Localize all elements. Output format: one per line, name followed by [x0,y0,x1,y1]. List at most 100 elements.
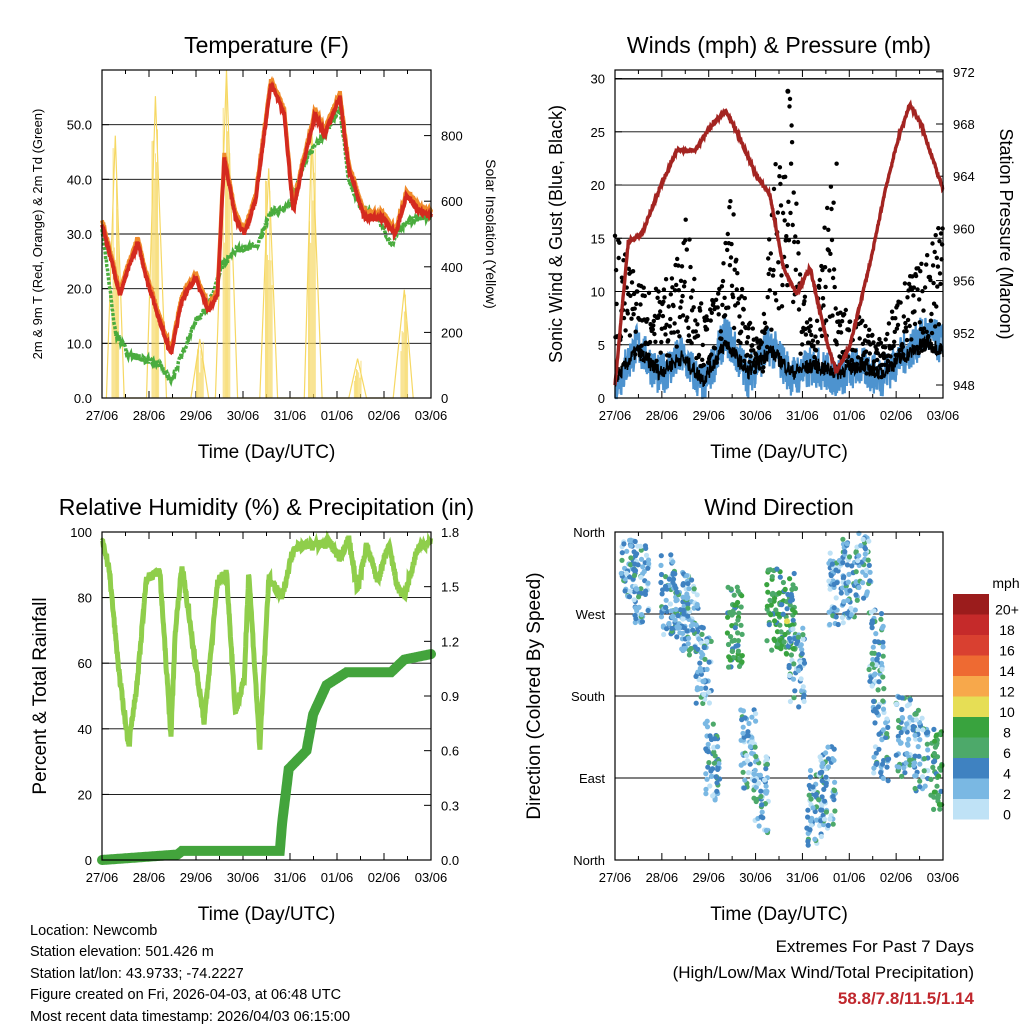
gust-point [789,140,795,145]
direction-point [792,688,798,694]
direction-point [632,553,639,559]
gust-point [646,290,652,296]
gust-point [901,314,906,319]
plot-frame [614,69,944,399]
plot-frame [101,69,432,399]
direction-point [782,631,788,638]
direction-point [672,583,678,589]
gust-point [820,267,825,273]
direction-point [907,697,914,703]
gust-point [937,271,943,276]
x-tick-label: 27/06 [599,870,632,885]
direction-point [782,586,788,593]
direction-point [795,634,802,640]
direction-point [670,559,676,565]
direction-point [825,822,831,829]
gust-point [761,365,766,370]
x-tick-label: 30/06 [739,408,772,423]
gust-point [633,352,638,357]
gust-point [877,336,882,342]
direction-point [778,646,784,652]
gust-point [930,263,936,268]
y-tick-label-right: 972 [953,65,975,80]
direction-point [780,579,787,586]
gust-point [737,314,742,319]
direction-point [738,604,744,610]
gust-point [819,263,824,269]
created-text: Figure created on Fri, 2026-04-03, at 06… [30,987,342,1004]
gust-point [679,264,685,269]
direction-title: Wind Direction [704,494,854,520]
direction-point [798,676,804,682]
direction-point [753,753,759,760]
gust-point [675,329,680,334]
direction-point [819,763,825,770]
location-text: Location: Newcomb [30,923,158,939]
gust-point [739,286,745,292]
gust-point [798,351,803,356]
gust-point [939,242,945,247]
x-tick-label: 03/06 [927,408,960,423]
direction-point [758,793,764,800]
gust-point [922,285,928,290]
gust-point [716,291,721,296]
direction-point [872,720,878,726]
direction-point [895,717,902,724]
direction-point [827,816,833,822]
gust-point [713,297,719,302]
gust-point [637,353,643,358]
gust-point [750,326,755,331]
colorbar-label: 16 [999,642,1015,658]
y-tick-label-right: 956 [953,274,975,289]
direction-point [673,606,679,613]
direction-point [724,630,731,636]
gust-point [659,339,664,345]
gust-point [714,356,720,361]
direction-point [694,603,700,609]
gust-point [901,352,906,357]
direction-point [729,648,736,655]
direction-point [880,674,886,680]
direction-point [924,741,930,747]
gust-point [623,328,628,333]
direction-point [744,753,750,759]
gust-point [626,266,631,271]
direction-point [879,625,885,631]
gust-point [729,241,734,247]
direction-point [873,750,879,756]
direction-point [931,794,937,800]
direction-point [758,788,764,794]
gust-point [860,318,865,323]
gust-point [888,354,893,359]
y-tick-label: 10 [591,285,605,300]
x-tick-label: 28/06 [133,408,166,423]
gust-point [812,354,817,360]
direction-point [808,822,814,828]
y-tick-label: 40 [78,722,92,737]
direction-point [849,563,855,569]
direction-point [841,599,847,605]
direction-point [640,564,646,570]
direction-point [739,593,745,599]
gust-point [683,217,688,222]
direction-point [740,769,746,775]
gust-point [814,365,819,370]
gust-point [785,222,791,227]
direction-point [931,726,937,733]
direction-point [736,663,743,670]
direction-point [904,750,910,757]
direction-point [698,649,704,656]
y-tick-label-right: 1.2 [441,634,459,649]
y-tick-label-right: 0 [441,391,448,406]
gust-point [732,267,737,272]
gust-point [661,299,666,304]
gust-point [819,333,825,339]
gust-point [884,362,889,367]
gust-point [871,340,876,345]
direction-point [715,744,721,750]
x-tick-label: 30/06 [739,870,772,885]
direction-point [938,767,944,773]
gust-point [913,273,919,279]
y-tick-label-right: 968 [953,117,975,132]
direction-point [874,657,880,663]
